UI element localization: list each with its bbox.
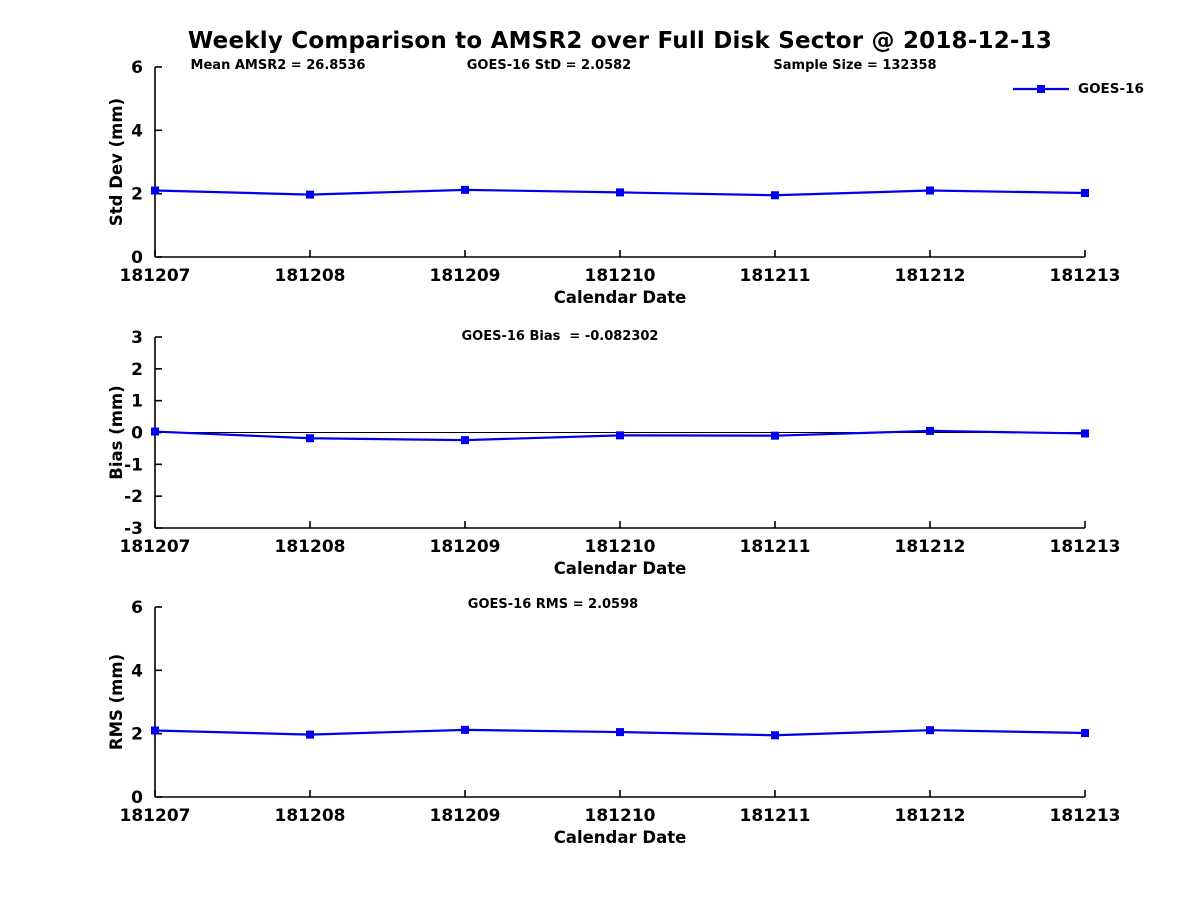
y-tick-label: 3 xyxy=(131,328,143,348)
y-axis-label: RMS (mm) xyxy=(107,654,126,750)
legend-line-icon xyxy=(1013,85,1069,93)
y-axis-label: Bias (mm) xyxy=(107,385,126,479)
x-tick-label: 181211 xyxy=(740,806,811,826)
y-tick-label: 4 xyxy=(131,121,143,141)
y-tick-label: 6 xyxy=(131,58,143,78)
annotation-goes-bias: GOES-16 Bias = -0.082302 xyxy=(461,329,659,344)
data-point xyxy=(151,427,159,436)
x-axis-label: Calendar Date xyxy=(554,559,687,578)
data-point xyxy=(616,431,624,440)
data-point xyxy=(616,188,624,197)
x-tick-label: 181212 xyxy=(895,537,966,557)
x-tick-label: 181207 xyxy=(120,266,191,286)
y-tick-label: -1 xyxy=(124,455,143,475)
x-tick-label: 181208 xyxy=(275,806,346,826)
data-point xyxy=(616,728,624,737)
y-tick-label: 1 xyxy=(131,392,143,412)
annotation-mean-amsr2: Mean AMSR2 = 26.8536 xyxy=(190,58,366,73)
legend: GOES-16 xyxy=(1012,81,1144,97)
data-point xyxy=(771,731,779,740)
chart-bias: -3 -2 -1 0 1 2 3 181207 181208 181209 181210 181211… xyxy=(107,328,1120,578)
data-point xyxy=(926,726,934,735)
data-point xyxy=(771,431,779,440)
x-tick-label: 181211 xyxy=(740,537,811,557)
y-tick-label: 4 xyxy=(131,661,143,681)
x-tick-label: 181207 xyxy=(120,537,191,557)
y-tick-label: 0 xyxy=(131,424,143,444)
data-point xyxy=(461,436,469,445)
annotation-sample-size: Sample Size = 132358 xyxy=(773,58,937,73)
x-tick-label: 181208 xyxy=(275,266,346,286)
data-point xyxy=(306,434,314,443)
x-tick-label: 181210 xyxy=(585,537,656,557)
y-axis-label: Std Dev (mm) xyxy=(107,98,126,226)
data-point xyxy=(151,186,159,195)
x-tick-label: 181213 xyxy=(1050,806,1121,826)
x-tick-label: 181207 xyxy=(120,806,191,826)
x-tick-label: 181212 xyxy=(895,266,966,286)
x-tick-label: 181210 xyxy=(585,806,656,826)
data-point xyxy=(461,185,469,194)
figure-title: Weekly Comparison to AMSR2 over Full Dis… xyxy=(187,28,1053,54)
data-point xyxy=(771,191,779,200)
x-axis-label: Calendar Date xyxy=(554,828,687,847)
y-tick-label: -3 xyxy=(124,519,143,539)
annotation-goes-rms: GOES-16 RMS = 2.0598 xyxy=(467,597,639,612)
x-tick-label: 181213 xyxy=(1050,537,1121,557)
y-tick-label: 0 xyxy=(131,788,143,808)
data-point xyxy=(1081,429,1089,438)
legend-label: GOES-16 xyxy=(1078,81,1144,97)
y-tick-label: 2 xyxy=(131,725,143,745)
chart-std-dev: 0 2 4 6 181207 181208 181209 181210 181211 181212… xyxy=(107,58,1120,307)
annotation-goes-std: GOES-16 StD = 2.0582 xyxy=(466,58,632,73)
data-point xyxy=(461,725,469,734)
data-point xyxy=(926,186,934,195)
x-tick-label: 181211 xyxy=(740,266,811,286)
data-point xyxy=(306,190,314,199)
x-tick-label: 181208 xyxy=(275,537,346,557)
y-tick-label: 2 xyxy=(131,185,143,205)
y-tick-label: 6 xyxy=(131,598,143,618)
chart-rms: 0 2 4 6 181207 181208 181209 181210 181211 181212… xyxy=(107,598,1120,847)
x-tick-label: 181209 xyxy=(430,806,501,826)
x-axis-label: Calendar Date xyxy=(554,288,687,307)
data-point xyxy=(1081,189,1089,198)
x-tick-label: 181209 xyxy=(430,266,501,286)
y-tick-label: 0 xyxy=(131,248,143,268)
data-point xyxy=(306,730,314,739)
data-point xyxy=(1081,729,1089,738)
x-tick-label: 181212 xyxy=(895,806,966,826)
data-point xyxy=(926,426,934,435)
y-tick-label: 2 xyxy=(131,360,143,380)
data-point xyxy=(151,726,159,735)
x-tick-label: 181209 xyxy=(430,537,501,557)
x-tick-label: 181210 xyxy=(585,266,656,286)
x-tick-label: 181213 xyxy=(1050,266,1121,286)
y-tick-label: -2 xyxy=(124,487,143,507)
